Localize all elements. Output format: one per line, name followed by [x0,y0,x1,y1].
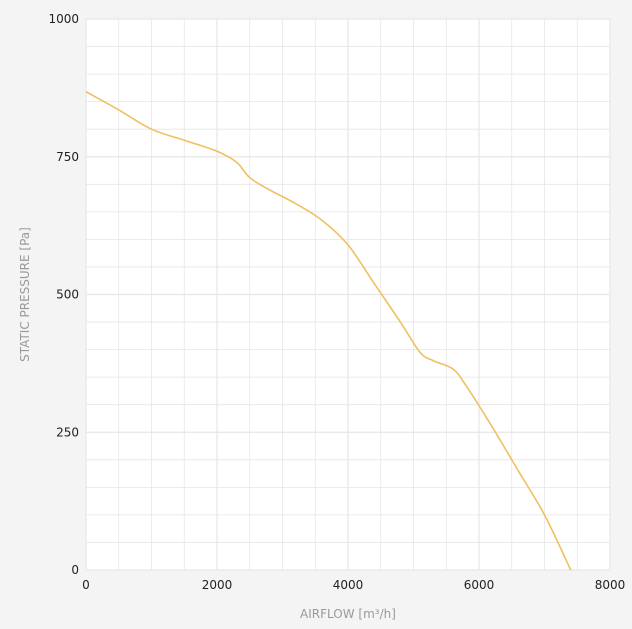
x-tick-label: 0 [82,578,90,592]
pressure-curve-line [85,91,572,571]
x-tick-label: 4000 [333,578,364,592]
grid [85,18,611,571]
x-tick-label: 6000 [464,578,495,592]
series-layer [85,91,572,571]
x-axis-ticks: 0 2000 4000 6000 8000 [82,578,625,592]
y-tick-label: 750 [56,150,79,164]
x-tick-label: 8000 [595,578,626,592]
y-tick-label: 250 [56,425,79,439]
y-tick-label: 1000 [48,12,79,26]
y-axis-title: STATIC PRESSURE [Pa] [18,227,32,362]
y-tick-label: 0 [71,563,79,577]
y-axis-ticks: 0 250 500 750 1000 [48,12,79,577]
y-tick-label: 500 [56,288,79,302]
x-axis-title: AIRFLOW [m³/h] [300,607,396,621]
x-tick-label: 2000 [202,578,233,592]
